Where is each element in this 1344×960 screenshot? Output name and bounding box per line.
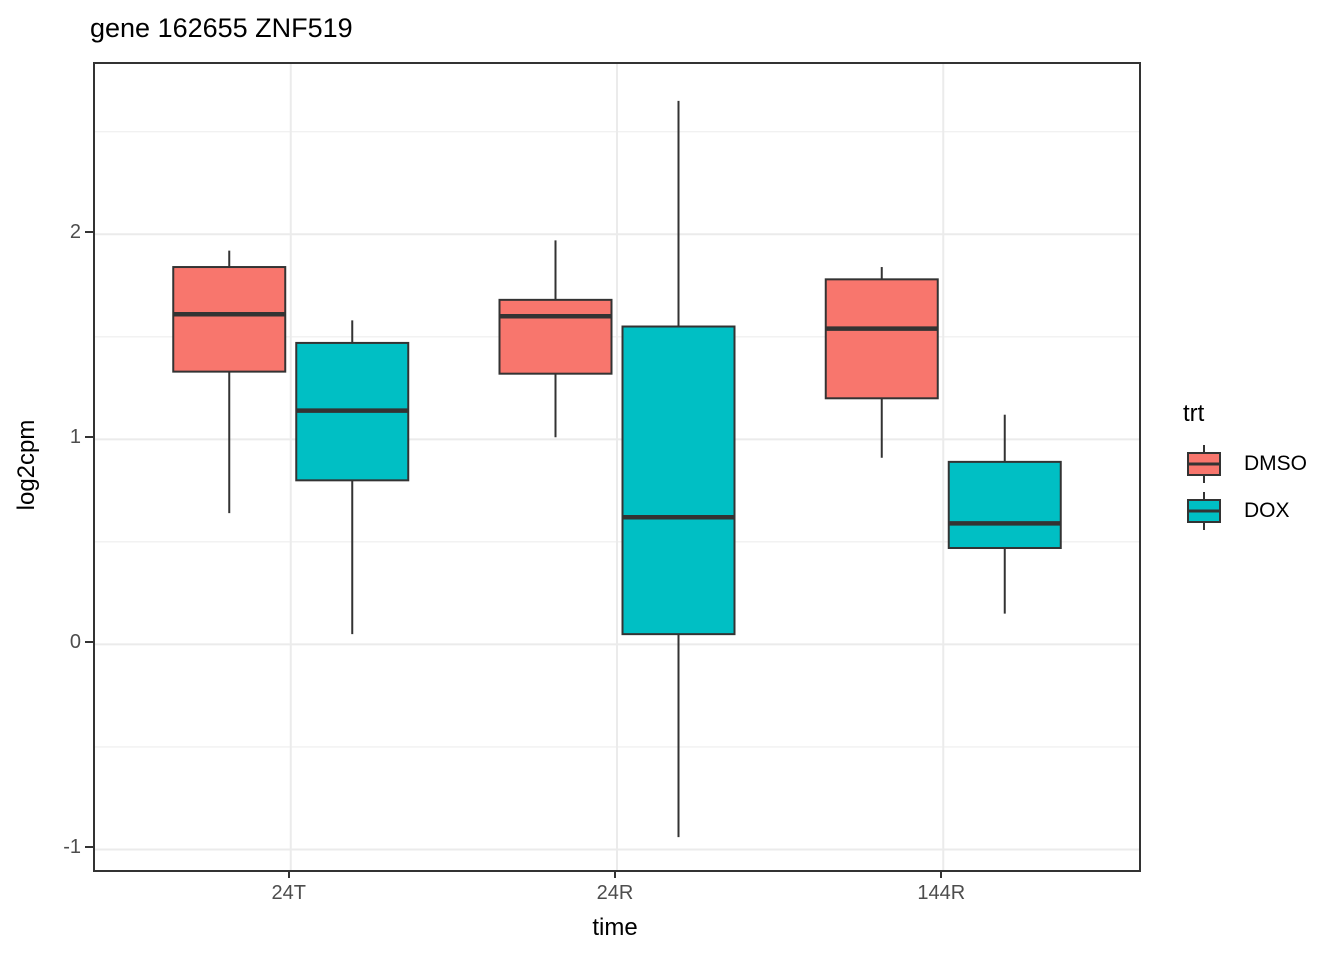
- boxplot-key-icon: [1187, 444, 1221, 483]
- x-tick-label: 144R: [917, 882, 966, 904]
- x-tick-mark: [614, 870, 616, 878]
- y-tick-label: -1: [63, 836, 81, 859]
- y-tick-mark: [85, 436, 93, 439]
- y-tick-label: 0: [69, 631, 81, 654]
- y-tick-label: 2: [69, 221, 81, 244]
- legend-label: DOX: [1244, 498, 1290, 522]
- legend-entry-dmso: DMSO: [1183, 440, 1307, 487]
- chart-title: gene 162655 ZNF519: [90, 13, 353, 43]
- box-24R-DMSO: [498, 298, 613, 375]
- x-tick-label: 24T: [271, 882, 306, 904]
- y-tick-mark: [85, 641, 93, 644]
- y-tick-mark: [85, 846, 93, 849]
- plot-panel: [93, 62, 1141, 872]
- box-24T-DMSO: [172, 266, 287, 373]
- y-tick-mark: [85, 231, 93, 234]
- legend-entry-dox: DOX: [1183, 487, 1307, 534]
- box-24R-DOX: [621, 325, 736, 636]
- box-144R-DMSO: [824, 278, 939, 400]
- box-144R-DOX: [947, 460, 1062, 550]
- x-tick-mark: [287, 870, 290, 878]
- y-tick-label: 1: [69, 426, 81, 449]
- x-tick-label: 24R: [596, 882, 634, 904]
- plot-canvas: [95, 64, 1139, 870]
- legend-title: trt: [1183, 400, 1205, 427]
- x-axis-title: time: [592, 914, 638, 941]
- legend-entries: DMSO DOX: [1183, 440, 1307, 534]
- legend-label: DMSO: [1244, 451, 1307, 475]
- boxplot-key-icon: [1187, 491, 1221, 530]
- x-tick-mark: [940, 870, 943, 878]
- legend: trt DMSO DOX: [1183, 400, 1307, 534]
